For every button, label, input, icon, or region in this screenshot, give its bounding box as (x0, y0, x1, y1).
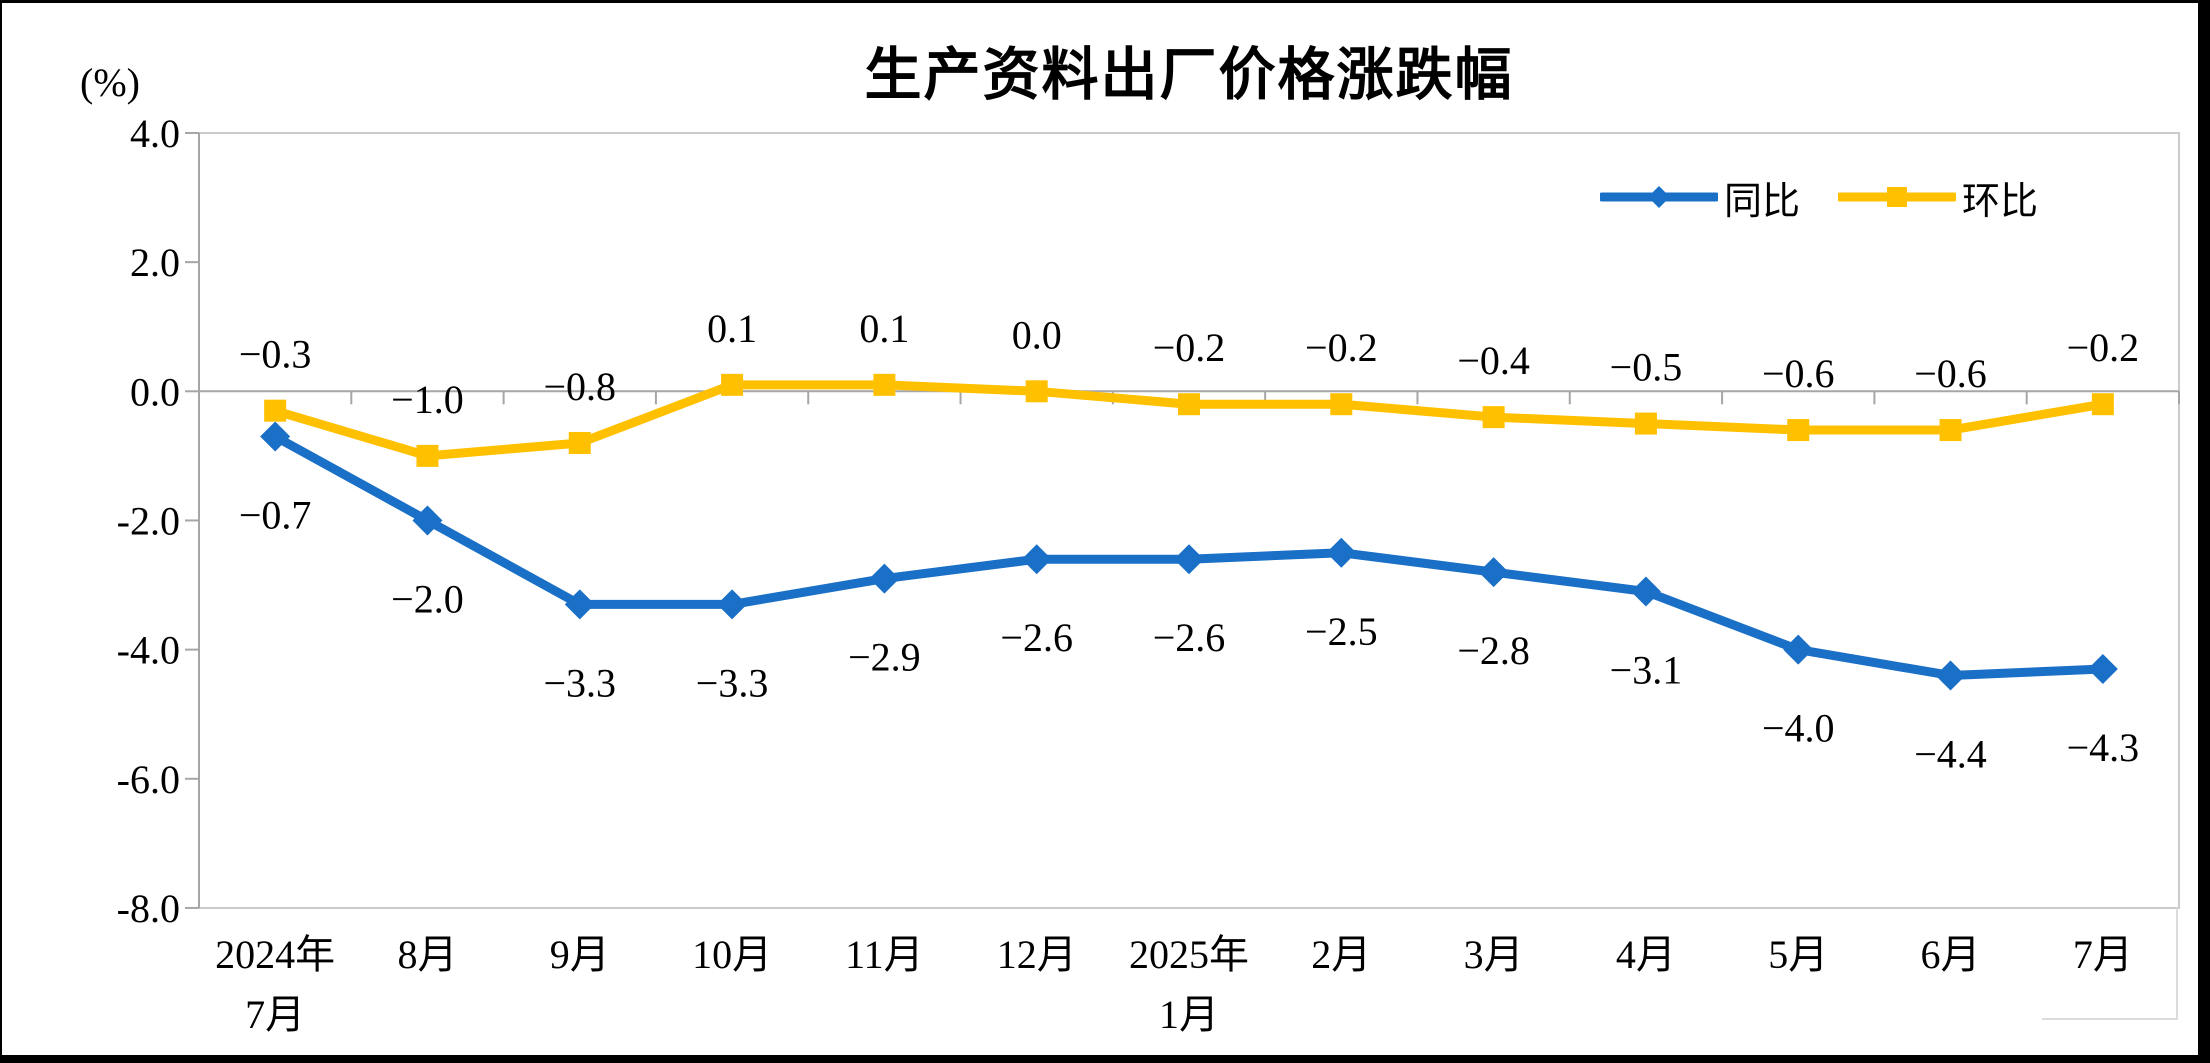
x-category-label: 12月 (997, 932, 1077, 977)
data-label-同比: −2.8 (1457, 628, 1530, 673)
marker-diamond (2087, 653, 2118, 684)
marker-diamond (717, 589, 748, 620)
data-label-环比: −0.5 (1610, 345, 1683, 390)
legend-line-square-icon (1838, 182, 1957, 212)
marker-diamond (1630, 576, 1661, 607)
data-label-同比: −4.4 (1914, 731, 1987, 776)
data-label-环比: −0.2 (1153, 325, 1226, 370)
chart-title: 生产资料出厂价格涨跌幅 (864, 43, 1514, 107)
marker-diamond (1783, 634, 1814, 665)
x-category-label: 2024年 7月 (215, 932, 335, 1037)
marker-diamond (412, 505, 443, 536)
line-chart-plot: 4.0 2.0 0.0 -2.0 -4.0 -6.0 -8.0 2024年 7月 8月 9月 10月 1… (117, 111, 2180, 1037)
legend-sample-svg (1838, 187, 1957, 207)
x-category-label: 2月 (1311, 932, 1371, 977)
data-label-环比: 0.1 (859, 306, 909, 351)
marker-diamond (260, 421, 291, 452)
data-label-同比: −2.6 (1000, 615, 1073, 660)
chart-surface: 生产资料出厂价格涨跌幅 (%) 4.0 2.0 0.0 -2.0 -4.0 -6.0 -8.… (2, 3, 2198, 1055)
marker-square (1482, 406, 1505, 429)
marker-square (721, 373, 744, 396)
y-tick-label: -2.0 (117, 498, 180, 543)
y-axis-unit-label: (%) (80, 60, 140, 105)
x-category-label: 9月 (550, 932, 610, 977)
data-label-同比: −4.0 (1762, 706, 1835, 751)
marker-square (1787, 419, 1810, 442)
data-label-同比: −0.7 (239, 493, 312, 538)
plot-area-border (198, 132, 2180, 909)
marker-diamond (1326, 537, 1357, 568)
marker-diamond (564, 589, 595, 620)
legend-sample-marker (1648, 186, 1670, 208)
data-label-环比: 0.1 (707, 306, 757, 351)
marker-diamond (869, 563, 900, 594)
x-category-label: 7月 (2073, 932, 2133, 977)
marker-square (873, 373, 896, 396)
marker-square (1025, 380, 1048, 403)
legend-line-diamond-icon (1600, 182, 1718, 212)
data-label-同比: −3.1 (1610, 647, 1683, 692)
data-label-环比: −0.2 (2067, 325, 2140, 370)
data-label-同比: −3.3 (696, 660, 769, 705)
y-tick-label: 2.0 (130, 240, 180, 285)
x-category-label: 6月 (1921, 932, 1981, 977)
legend-item-mom: 环比 (1838, 170, 2038, 225)
chart-frame-edge (2042, 908, 2178, 1020)
legend-item-yoy: 同比 (1600, 170, 1800, 225)
marker-square (416, 444, 439, 467)
x-category-label: 10月 (692, 932, 772, 977)
data-label-同比: −2.5 (1305, 609, 1378, 654)
data-label-环比: 0.0 (1012, 312, 1062, 357)
x-category-label: 3月 (1464, 932, 1524, 977)
data-label-环比: −0.6 (1762, 351, 1835, 396)
marker-square (2091, 393, 2114, 416)
marker-diamond (1021, 544, 1052, 575)
marker-square (264, 399, 287, 422)
data-label-同比: −4.3 (2067, 725, 2140, 770)
marker-diamond (1478, 557, 1509, 588)
x-category-label: 8月 (397, 932, 457, 977)
y-tick-label: -6.0 (117, 757, 180, 802)
legend-sample-marker (1887, 187, 1908, 207)
data-label-同比: −2.9 (848, 635, 921, 680)
data-label-环比: −0.2 (1305, 325, 1378, 370)
data-label-环比: −0.4 (1457, 338, 1530, 383)
data-label-同比: −3.3 (543, 660, 616, 705)
legend-label-yoy: 同比 (1724, 180, 1801, 223)
legend: 同比 环比 (1600, 175, 2038, 223)
x-category-label: 4月 (1616, 932, 1676, 977)
y-tick-label: -4.0 (117, 628, 180, 673)
data-label-环比: −0.6 (1914, 351, 1987, 396)
marker-diamond (1174, 544, 1204, 575)
marker-square (1939, 419, 1962, 442)
y-tick-label: 0.0 (130, 369, 180, 414)
x-category-label: 5月 (1768, 932, 1828, 977)
marker-square (568, 431, 591, 454)
legend-sample-svg (1600, 186, 1718, 208)
marker-diamond (1935, 660, 1966, 691)
data-label-环比: −1.0 (391, 377, 464, 422)
y-tick-label: -8.0 (117, 886, 180, 931)
x-category-label: 2025年 1月 (1129, 932, 1249, 1037)
marker-square (1178, 393, 1200, 416)
data-label-同比: −2.6 (1153, 615, 1226, 660)
marker-square (1330, 393, 1353, 416)
data-label-环比: −0.3 (239, 332, 312, 377)
data-label-同比: −2.0 (391, 576, 464, 621)
x-category-label: 11月 (845, 932, 924, 977)
y-tick-label: 4.0 (130, 111, 180, 156)
data-label-环比: −0.8 (543, 364, 616, 409)
legend-label-mom: 环比 (1962, 180, 2039, 223)
marker-square (1634, 412, 1657, 435)
